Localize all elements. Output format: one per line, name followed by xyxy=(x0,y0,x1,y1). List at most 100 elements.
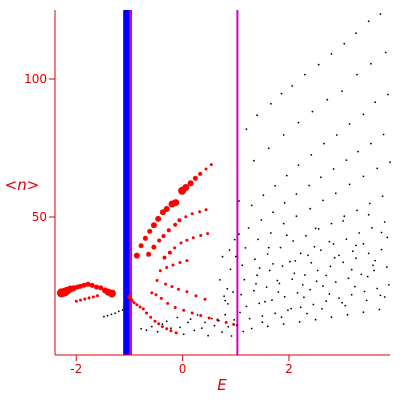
point-s0-80 xyxy=(185,290,189,294)
point-s1-177 xyxy=(289,260,291,263)
point-s1-71 xyxy=(262,194,265,197)
point-s0-87 xyxy=(173,306,177,309)
point-s1-212 xyxy=(261,321,264,324)
point-s0-81 xyxy=(194,294,198,298)
point-s1-72 xyxy=(274,184,276,187)
point-s1-82 xyxy=(247,227,250,229)
point-s0-24 xyxy=(135,303,139,307)
point-s0-11 xyxy=(98,285,104,291)
point-s1-12 xyxy=(165,320,168,323)
point-s1-202 xyxy=(355,244,357,247)
point-s0-34 xyxy=(174,331,178,335)
point-s1-96 xyxy=(270,232,272,234)
point-s1-73 xyxy=(285,174,288,177)
point-s1-118 xyxy=(243,278,246,281)
point-s0-74 xyxy=(178,261,182,264)
point-s1-168 xyxy=(282,323,285,325)
point-s1-138 xyxy=(342,261,345,264)
point-s1-104 xyxy=(376,167,379,170)
point-s0-94 xyxy=(232,322,236,326)
point-s1-44 xyxy=(224,299,227,302)
point-s1-77 xyxy=(335,134,338,136)
point-s1-174 xyxy=(378,308,381,311)
point-s1-107 xyxy=(254,258,256,261)
point-s0-9 xyxy=(89,282,95,288)
point-s1-55 xyxy=(330,53,333,55)
point-s1-158 xyxy=(299,306,302,309)
point-s0-65 xyxy=(173,246,177,250)
point-s0-52 xyxy=(146,251,152,257)
point-s1-206 xyxy=(272,263,274,265)
point-s0-15 xyxy=(74,299,78,303)
point-s1-90 xyxy=(345,159,348,162)
point-s1-195 xyxy=(379,294,382,297)
point-s1-37 xyxy=(233,238,236,241)
point-s1-163 xyxy=(363,290,366,293)
point-s1-153 xyxy=(385,266,388,268)
point-s1-197 xyxy=(285,234,288,237)
point-s1-88 xyxy=(320,176,322,179)
point-s1-47 xyxy=(226,303,229,305)
point-s1-161 xyxy=(338,297,340,299)
data-points xyxy=(56,13,391,337)
point-s0-67 xyxy=(185,238,189,242)
point-s0-35 xyxy=(133,252,140,259)
point-s1-200 xyxy=(328,240,331,243)
point-s1-10 xyxy=(156,330,159,333)
point-s1-209 xyxy=(333,256,336,259)
point-s1-25 xyxy=(213,324,216,327)
point-s1-19 xyxy=(193,329,196,332)
point-s1-186 xyxy=(264,300,266,303)
point-s1-0 xyxy=(103,315,105,318)
point-s0-60 xyxy=(190,212,194,216)
point-s1-22 xyxy=(204,321,206,324)
point-s0-44 xyxy=(172,199,180,207)
point-s1-36 xyxy=(238,233,240,236)
point-s1-41 xyxy=(234,255,237,258)
point-s1-109 xyxy=(279,246,282,249)
point-s1-122 xyxy=(294,260,297,262)
point-s0-16 xyxy=(79,298,82,302)
point-s1-113 xyxy=(330,222,333,225)
point-s1-13 xyxy=(170,327,172,330)
point-s1-180 xyxy=(325,274,328,277)
point-s1-175 xyxy=(258,267,261,269)
point-s1-87 xyxy=(308,184,311,187)
point-s1-7 xyxy=(140,327,143,330)
point-s1-151 xyxy=(360,273,363,276)
point-s1-129 xyxy=(383,221,386,223)
point-s1-80 xyxy=(374,101,376,104)
point-s1-67 xyxy=(356,73,358,76)
point-s1-38 xyxy=(229,268,232,271)
point-s1-42 xyxy=(218,279,221,281)
point-s1-27 xyxy=(221,331,223,333)
point-s1-217 xyxy=(365,299,368,302)
point-s1-9 xyxy=(150,325,153,328)
point-s1-146 xyxy=(296,292,299,294)
point-s1-51 xyxy=(280,92,283,95)
point-s1-179 xyxy=(313,245,316,248)
point-s0-46 xyxy=(182,184,190,191)
point-s1-147 xyxy=(309,288,312,291)
point-s1-83 xyxy=(260,219,263,221)
point-s1-205 xyxy=(255,282,257,285)
point-s1-199 xyxy=(314,227,317,230)
x-axis-label: E xyxy=(217,376,227,394)
point-s0-71 xyxy=(158,269,162,273)
y-tick-label-0: 50 xyxy=(32,210,47,224)
point-s1-62 xyxy=(282,134,285,136)
x-tick-label-2: 2 xyxy=(285,362,293,376)
point-s0-17 xyxy=(83,297,87,301)
point-s1-116 xyxy=(368,202,371,205)
point-s1-211 xyxy=(372,264,374,267)
point-s1-121 xyxy=(281,265,284,267)
point-s1-86 xyxy=(295,193,298,196)
point-s0-77 xyxy=(164,282,168,286)
point-s0-63 xyxy=(162,255,167,260)
point-s1-139 xyxy=(355,257,357,259)
x-tick-label-0: -2 xyxy=(70,362,82,376)
point-s1-14 xyxy=(176,316,179,319)
point-s0-40 xyxy=(155,215,162,222)
point-s0-42 xyxy=(163,206,170,212)
point-s1-114 xyxy=(343,215,346,218)
